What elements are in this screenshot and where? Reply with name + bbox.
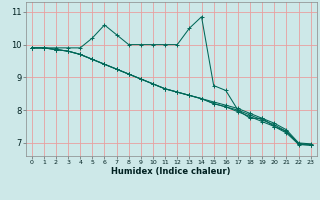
X-axis label: Humidex (Indice chaleur): Humidex (Indice chaleur) [111, 167, 231, 176]
